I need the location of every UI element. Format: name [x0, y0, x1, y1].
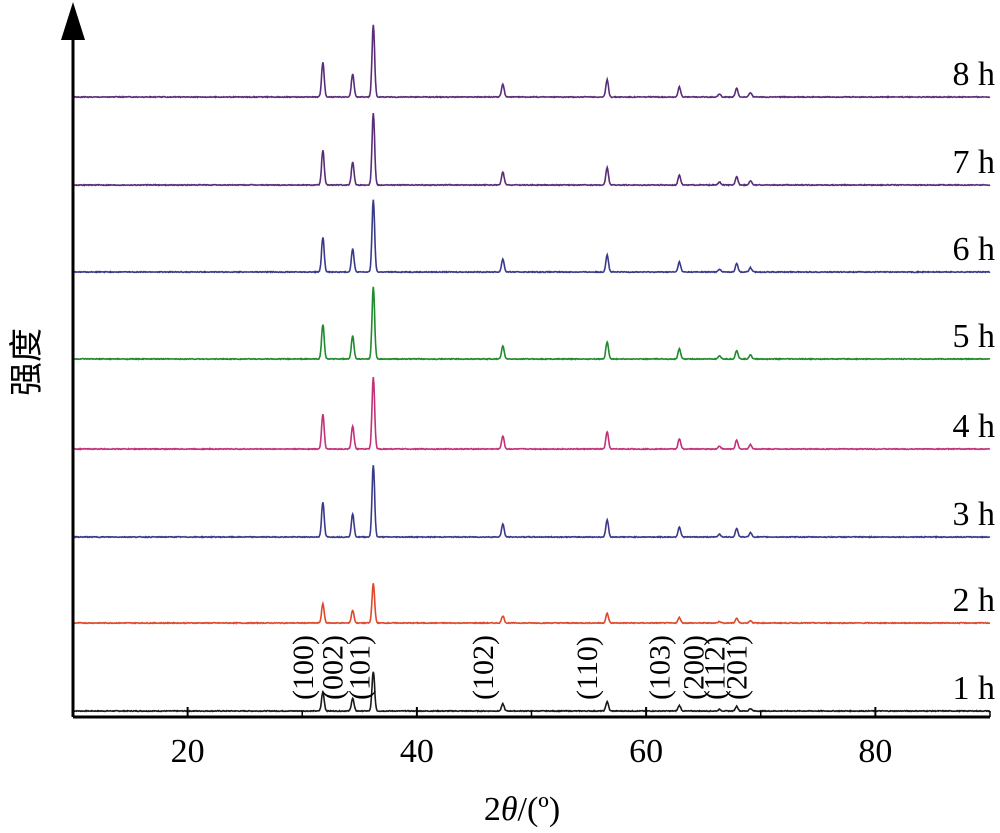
peak-label-2: (002) [317, 635, 350, 700]
y-axis-title: 强度 [8, 328, 46, 396]
series-label-6: 6 h [953, 231, 996, 268]
x-tick-label-2: 40 [400, 733, 434, 770]
x-axis-title: 2θ/(º) [484, 791, 560, 828]
peak-label-8: (112) [699, 636, 732, 700]
x-tick-label-1: 20 [171, 733, 205, 770]
series-line-3 [72, 465, 991, 539]
series-group: 1 h 2 h 3 h 4 h 5 h 6 h 7 h 8 h [72, 24, 996, 713]
series-line-6 [72, 199, 991, 274]
peak-label-4: (102) [467, 635, 500, 700]
peak-label-3: (101) [343, 635, 376, 700]
peak-label-9: (201) [720, 635, 753, 700]
series-label-7: 7 h [953, 144, 996, 181]
peak-label-6: (103) [643, 635, 676, 700]
series-label-8: 8 h [953, 56, 996, 93]
axis-group: 20 40 60 80 [61, 2, 991, 770]
series-line-8 [72, 24, 991, 99]
peak-label-1: (100) [287, 635, 320, 700]
peak-label-7: (200) [677, 635, 710, 700]
x-tick-label-4: 80 [858, 733, 892, 770]
series-line-2 [72, 583, 991, 625]
series-label-1: 1 h [953, 670, 996, 707]
series-label-2: 2 h [953, 582, 996, 619]
y-axis-arrow [61, 2, 85, 40]
series-label-5: 5 h [953, 318, 996, 355]
x-tick-label-3: 60 [629, 733, 663, 770]
series-line-5 [72, 286, 991, 361]
series-label-3: 3 h [953, 496, 996, 533]
series-line-7 [72, 113, 991, 187]
series-label-4: 4 h [953, 408, 996, 445]
series-line-4 [72, 377, 991, 451]
series-line-1 [73, 671, 991, 713]
peak-label-group: (100)(002)(101) (102) (110) (103) (200)(112)… [287, 635, 754, 700]
peak-label-5: (110) [571, 636, 604, 700]
